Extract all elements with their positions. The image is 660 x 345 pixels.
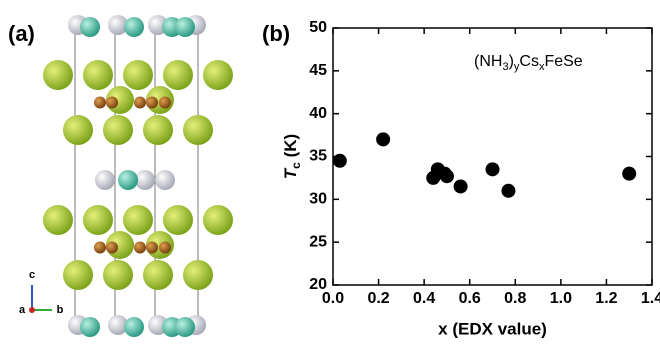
atom <box>80 317 100 337</box>
axis-label: c <box>29 269 35 281</box>
atom <box>106 97 118 109</box>
y-tick-label: 40 <box>309 105 327 122</box>
point <box>501 184 515 198</box>
y-tick-label: 35 <box>309 148 327 165</box>
atom <box>118 170 138 190</box>
annotation: (NH3)yCsxFeSe <box>474 53 583 73</box>
atom <box>163 60 193 90</box>
atom <box>175 317 195 337</box>
atom <box>106 242 118 254</box>
atom <box>123 205 153 235</box>
atom <box>83 205 113 235</box>
annotation-part: (NH <box>474 53 502 70</box>
atom <box>103 260 133 290</box>
figure: (a) (b) c a b 202530354045500.00.20.40.6… <box>0 0 660 345</box>
x-tick-label: 1.4 <box>641 290 660 307</box>
atom <box>183 115 213 145</box>
y-tick-label: 25 <box>309 233 327 250</box>
atom <box>146 97 158 109</box>
annotation-part: FeSe <box>544 53 582 70</box>
atom <box>83 60 113 90</box>
atom <box>43 60 73 90</box>
atom <box>95 170 115 190</box>
y-tick-label: 30 <box>309 191 327 208</box>
atom <box>124 317 144 337</box>
axis-label: a <box>19 304 26 316</box>
panel-label: (b) <box>262 21 290 46</box>
atom <box>159 97 171 109</box>
atom <box>94 97 106 109</box>
crystal-structure <box>43 15 233 337</box>
point <box>622 167 636 181</box>
axis-label: b <box>57 304 64 316</box>
atom <box>159 242 171 254</box>
atom <box>183 260 213 290</box>
atom <box>134 242 146 254</box>
point <box>376 132 390 146</box>
atom <box>63 260 93 290</box>
atom <box>143 260 173 290</box>
x-tick-label: 0.4 <box>413 290 435 307</box>
atom <box>203 205 233 235</box>
atom <box>175 17 195 37</box>
atom <box>94 242 106 254</box>
atom <box>123 60 153 90</box>
point <box>454 179 468 193</box>
point <box>333 154 347 168</box>
atom <box>134 97 146 109</box>
x-tick-label: 1.2 <box>595 290 617 307</box>
x-tick-label: 0.0 <box>322 290 344 307</box>
y-tick-label: 50 <box>309 19 327 36</box>
x-tick-label: 0.2 <box>367 290 389 307</box>
atom <box>163 205 193 235</box>
x-axis-label: x (EDX value) <box>438 319 547 338</box>
point <box>440 169 454 183</box>
x-tick-label: 0.6 <box>459 290 481 307</box>
atom <box>63 115 93 145</box>
annotation-part: Cs <box>519 53 539 70</box>
atom <box>203 60 233 90</box>
axis-triad: c a b <box>19 269 64 316</box>
point <box>486 162 500 176</box>
atom <box>146 242 158 254</box>
atom <box>143 115 173 145</box>
panel-label: (a) <box>8 21 35 46</box>
atom <box>80 17 100 37</box>
label-part: (K) <box>281 134 300 162</box>
y-axis-label: Tc (K) <box>281 134 303 179</box>
y-tick-label: 45 <box>309 62 327 79</box>
atom <box>103 115 133 145</box>
x-tick-label: 0.8 <box>504 290 526 307</box>
atom <box>124 17 144 37</box>
atom <box>155 170 175 190</box>
atom <box>43 205 73 235</box>
x-tick-label: 1.0 <box>550 290 572 307</box>
